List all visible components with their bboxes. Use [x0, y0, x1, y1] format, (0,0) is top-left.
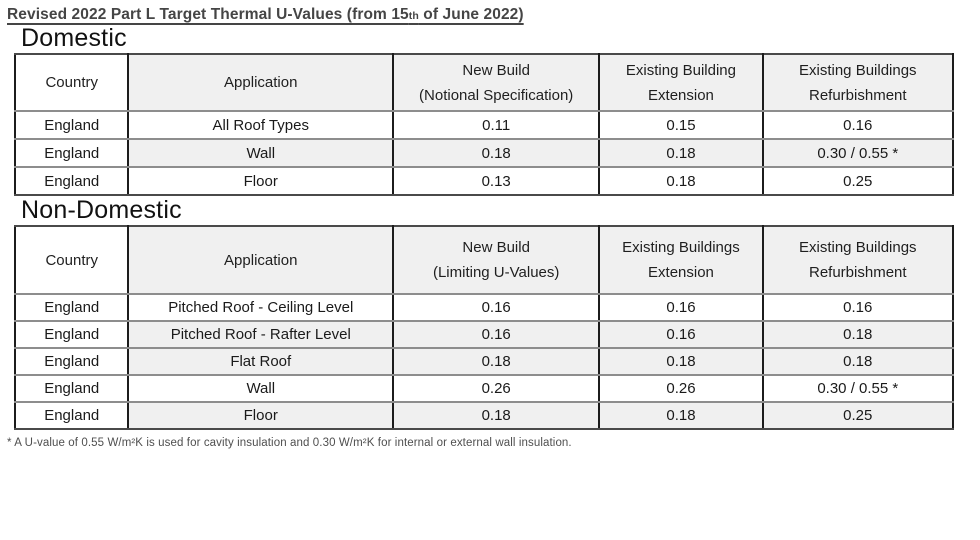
table-row: England Wall 0.18 0.18 0.30 / 0.55 *	[13, 138, 955, 168]
section-non-domestic: Non-Domestic Country Application New Build…	[13, 196, 966, 430]
application-cell: Pitched Roof - Rafter Level	[127, 320, 394, 349]
value-cell: 0.18	[391, 347, 601, 376]
country-cell: England	[13, 110, 130, 140]
country-cell: England	[13, 138, 130, 168]
application-cell: Floor	[127, 401, 394, 430]
application-cell: All Roof Types	[127, 110, 394, 140]
value-cell: 0.11	[391, 110, 601, 140]
column-header-line: Existing Buildings	[622, 239, 740, 256]
column-header: New Build (Notional Specification)	[391, 53, 601, 112]
value-cell: 0.26	[598, 374, 764, 403]
value-cell: 0.18	[391, 138, 601, 168]
section-domestic: Domestic Country Application New Build (Not…	[13, 24, 966, 196]
column-header: Existing Buildings Extension	[598, 225, 764, 295]
table-row: England Flat Roof 0.18 0.18 0.18	[13, 347, 955, 376]
column-header-line: Existing Buildings	[799, 239, 917, 256]
title-text: Revised 2022 Part L Target Thermal U-Val…	[7, 6, 409, 23]
column-header-line: Country	[45, 74, 98, 91]
value-cell: 0.30 / 0.55 *	[761, 374, 955, 403]
country-cell: England	[13, 401, 130, 430]
value-cell: 0.16	[598, 293, 764, 322]
column-header: Application	[127, 225, 394, 295]
column-header-line: Extension	[648, 86, 714, 104]
column-header: Application	[127, 53, 394, 112]
application-cell: Wall	[127, 138, 394, 168]
value-cell: 0.15	[598, 110, 764, 140]
header-row: Country Application New Build (Limiting U-V…	[13, 225, 955, 295]
column-header-line: Application	[224, 74, 298, 91]
country-cell: England	[13, 347, 130, 376]
value-cell: 0.18	[391, 401, 601, 430]
section-heading-domestic: Domestic	[21, 24, 127, 52]
value-cell: 0.25	[761, 166, 955, 196]
title-suffix: of June 2022)	[418, 6, 524, 23]
non-domestic-table: Country Application New Build (Limiting U-V…	[13, 225, 955, 430]
column-header-line: (Notional Specification)	[419, 86, 574, 104]
application-cell: Wall	[127, 374, 394, 403]
table-row: England All Roof Types 0.11 0.15 0.16	[13, 110, 955, 140]
table-row: England Floor 0.13 0.18 0.25	[13, 166, 955, 196]
value-cell: 0.16	[761, 293, 955, 322]
country-cell: England	[13, 166, 130, 196]
column-header: New Build (Limiting U-Values)	[391, 225, 601, 295]
header-row: Country Application New Build (Notional Spe…	[13, 53, 955, 112]
column-header-line: New Build	[462, 239, 530, 256]
value-cell: 0.18	[598, 138, 764, 168]
value-cell: 0.25	[761, 401, 955, 430]
column-header-line: Refurbishment	[809, 86, 907, 104]
value-cell: 0.13	[391, 166, 601, 196]
value-cell: 0.16	[391, 320, 601, 349]
value-cell: 0.30 / 0.55 *	[761, 138, 955, 168]
column-header: Country	[13, 53, 130, 112]
column-header: Existing Buildings Refurbishment	[761, 53, 955, 112]
title-ordinal: th	[408, 10, 419, 22]
value-cell: 0.18	[598, 401, 764, 430]
section-heading-non-domestic: Non-Domestic	[21, 196, 182, 224]
column-header: Existing Buildings Refurbishment	[761, 225, 955, 295]
value-cell: 0.16	[391, 293, 601, 322]
column-header-line: New Build	[462, 61, 530, 79]
column-header-line: Country	[45, 251, 98, 269]
table-row: England Floor 0.18 0.18 0.25	[13, 401, 955, 430]
column-header: Existing Building Extension	[598, 53, 764, 112]
table-row: England Pitched Roof - Ceiling Level 0.16 0…	[13, 293, 955, 322]
value-cell: 0.18	[598, 166, 764, 196]
column-header-line: Refurbishment	[809, 264, 907, 281]
column-header-line: Existing Building	[625, 61, 736, 79]
value-cell: 0.16	[598, 320, 764, 349]
page-title: Revised 2022 Part L Target Thermal U-Val…	[7, 6, 966, 24]
column-header-line: Application	[224, 251, 298, 269]
application-cell: Pitched Roof - Ceiling Level	[127, 293, 394, 322]
footnote: * A U-value of 0.55 W/m²K is used for ca…	[7, 437, 572, 449]
country-cell: England	[13, 293, 130, 322]
country-cell: England	[13, 320, 130, 349]
value-cell: 0.26	[391, 374, 601, 403]
column-header-line: Existing Buildings	[799, 61, 917, 79]
table-row: England Pitched Roof - Rafter Level 0.16 0.…	[13, 320, 955, 349]
application-cell: Floor	[127, 166, 394, 196]
column-header: Country	[13, 225, 130, 295]
value-cell: 0.18	[761, 347, 955, 376]
column-header-line: (Limiting U-Values)	[432, 264, 560, 281]
country-cell: England	[13, 374, 130, 403]
value-cell: 0.16	[761, 110, 955, 140]
application-cell: Flat Roof	[127, 347, 394, 376]
value-cell: 0.18	[761, 320, 955, 349]
value-cell: 0.18	[598, 347, 764, 376]
table-row: England Wall 0.26 0.26 0.30 / 0.55 *	[13, 374, 955, 403]
domestic-table: Country Application New Build (Notional Spe…	[13, 53, 955, 196]
column-header-line: Extension	[648, 264, 714, 281]
